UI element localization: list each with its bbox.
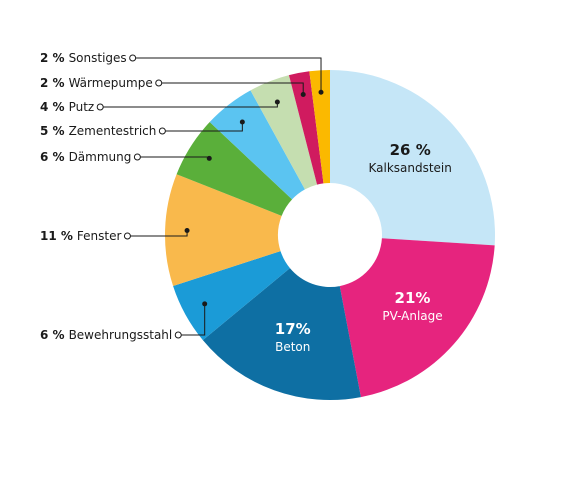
slice-label: 5 % Zementestrich	[40, 124, 156, 138]
slice-category-label: PV-Anlage	[382, 309, 442, 323]
slice-category-label: Wärmepumpe	[69, 76, 153, 90]
donut-slice	[209, 90, 305, 200]
leader-start	[174, 331, 182, 339]
slice-value-label: 6 %	[40, 150, 65, 164]
slice-label: 6 % Dämmung	[40, 150, 131, 164]
donut-slice	[173, 251, 290, 341]
slice-category-label: Zementestrich	[69, 124, 157, 138]
leader-line	[135, 57, 322, 93]
slice-value-label: 11 %	[40, 229, 73, 243]
slice-label: 2 % Sonstiges	[40, 51, 127, 65]
slice-category-label: Putz	[69, 100, 95, 114]
slice-category-label: Kalksandstein	[368, 161, 451, 175]
leader-dot	[206, 155, 212, 161]
leader-dot	[318, 89, 324, 95]
donut-slice	[250, 75, 318, 190]
leader-start	[123, 232, 131, 240]
donut-slice	[202, 268, 361, 400]
slice-label: 4 % Putz	[40, 100, 94, 114]
slice-label: 11 % Fenster	[40, 229, 121, 243]
leader-start	[158, 127, 166, 135]
leader-start	[129, 54, 137, 62]
slice-category-label: Fenster	[77, 229, 122, 243]
donut-slice	[288, 71, 324, 185]
slice-label: 2 % Wärmepumpe	[40, 76, 153, 90]
leader-dot	[184, 228, 190, 234]
leader-start	[133, 153, 141, 161]
donut-slice	[165, 174, 282, 286]
slice-value-label: 6 %	[40, 328, 65, 342]
slice-value-label: 2 %	[40, 51, 65, 65]
leader-line	[165, 122, 243, 132]
donut-slice	[176, 122, 293, 216]
slice-value-label: 17%	[275, 320, 311, 338]
leader-start	[96, 103, 104, 111]
slice-category-label: Bewehrungsstahl	[69, 328, 173, 342]
donut-slice	[339, 238, 495, 398]
slice-value-label: 2 %	[40, 76, 65, 90]
leader-dot	[300, 92, 306, 98]
donut-slice	[330, 70, 495, 246]
leader-dot	[239, 119, 245, 125]
slice-category-label: Sonstiges	[69, 51, 127, 65]
slice-value-label: 26 %	[390, 141, 431, 159]
leader-dot	[202, 301, 208, 307]
slice-value-label: 4 %	[40, 100, 65, 114]
slice-value-label: 5 %	[40, 124, 65, 138]
leader-line	[181, 303, 206, 336]
slice-value-label: 21%	[395, 289, 431, 307]
donut-slice	[309, 70, 330, 184]
slice-label: 6 % Bewehrungsstahl	[40, 328, 172, 342]
slice-category-label: Dämmung	[69, 150, 132, 164]
leader-start	[155, 79, 163, 87]
leader-line	[161, 82, 304, 95]
slice-category-label: Beton	[275, 340, 310, 354]
leader-dot	[274, 99, 280, 105]
